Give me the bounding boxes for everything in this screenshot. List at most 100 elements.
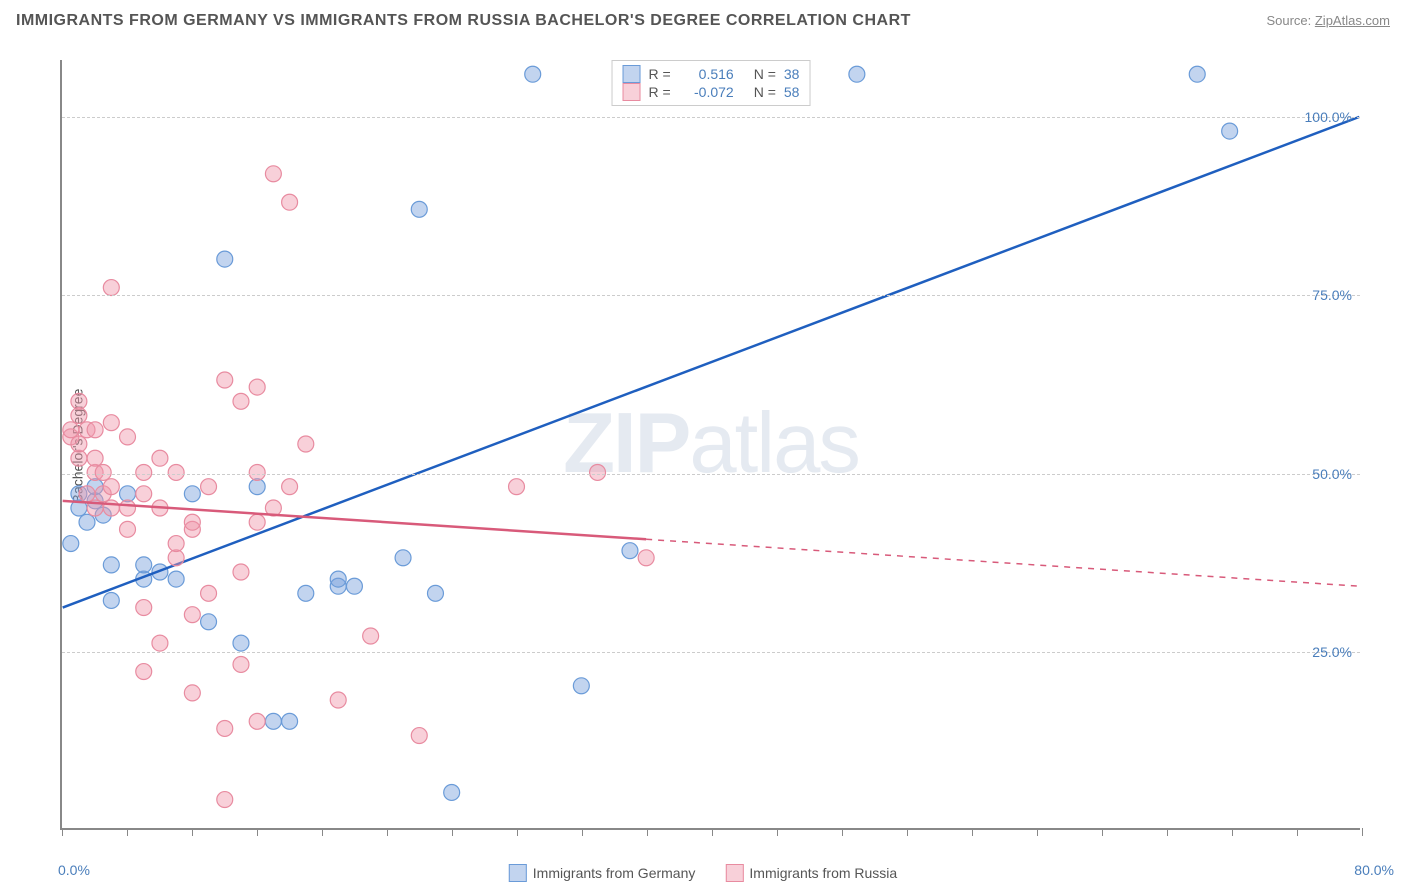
scatter-point bbox=[282, 479, 298, 495]
scatter-point bbox=[298, 436, 314, 452]
scatter-point bbox=[622, 543, 638, 559]
x-tick-0: 0.0% bbox=[58, 862, 90, 878]
x-tick bbox=[1232, 828, 1233, 836]
x-tick bbox=[907, 828, 908, 836]
scatter-point bbox=[1222, 123, 1238, 139]
x-tick bbox=[452, 828, 453, 836]
x-tick bbox=[1102, 828, 1103, 836]
r-label: R = bbox=[649, 84, 671, 100]
scatter-point bbox=[849, 66, 865, 82]
gridline bbox=[62, 474, 1360, 475]
scatter-point bbox=[217, 720, 233, 736]
legend-label: Immigrants from Germany bbox=[533, 865, 696, 881]
n-label: N = bbox=[754, 66, 776, 82]
scatter-point bbox=[249, 379, 265, 395]
scatter-point bbox=[249, 713, 265, 729]
gridline bbox=[62, 652, 1360, 653]
scatter-point bbox=[444, 784, 460, 800]
chart-plot-area: ZIPatlas R = 0.516 N = 38 R = -0.072 N =… bbox=[60, 60, 1360, 830]
x-tick bbox=[62, 828, 63, 836]
source-attribution: Source: ZipAtlas.com bbox=[1266, 13, 1390, 28]
scatter-point bbox=[233, 393, 249, 409]
scatter-point bbox=[184, 685, 200, 701]
x-tick bbox=[582, 828, 583, 836]
scatter-point bbox=[71, 408, 87, 424]
scatter-point bbox=[71, 436, 87, 452]
scatter-point bbox=[184, 514, 200, 530]
scatter-point bbox=[184, 486, 200, 502]
regression-line-dashed bbox=[646, 539, 1359, 586]
scatter-point bbox=[120, 521, 136, 537]
scatter-point bbox=[79, 486, 95, 502]
scatter-point bbox=[411, 201, 427, 217]
scatter-point bbox=[330, 571, 346, 587]
x-tick bbox=[1037, 828, 1038, 836]
x-tick bbox=[127, 828, 128, 836]
correlation-legend: R = 0.516 N = 38 R = -0.072 N = 58 bbox=[612, 60, 811, 106]
legend-item: Immigrants from Germany bbox=[509, 864, 696, 882]
legend-swatch bbox=[623, 83, 641, 101]
x-tick bbox=[1362, 828, 1363, 836]
scatter-point bbox=[136, 600, 152, 616]
scatter-point bbox=[95, 464, 111, 480]
scatter-point bbox=[330, 692, 346, 708]
x-tick bbox=[647, 828, 648, 836]
x-tick bbox=[322, 828, 323, 836]
scatter-point bbox=[282, 713, 298, 729]
scatter-point bbox=[265, 713, 281, 729]
x-tick bbox=[1297, 828, 1298, 836]
scatter-point bbox=[395, 550, 411, 566]
legend-swatch bbox=[725, 864, 743, 882]
scatter-plot bbox=[62, 60, 1360, 828]
legend-item: Immigrants from Russia bbox=[725, 864, 897, 882]
scatter-point bbox=[103, 592, 119, 608]
legend-row: R = -0.072 N = 58 bbox=[623, 83, 800, 101]
scatter-point bbox=[411, 728, 427, 744]
scatter-point bbox=[168, 464, 184, 480]
scatter-point bbox=[168, 536, 184, 552]
scatter-point bbox=[346, 578, 362, 594]
y-tick-label: 75.0% bbox=[1312, 287, 1352, 303]
scatter-point bbox=[103, 557, 119, 573]
scatter-point bbox=[71, 393, 87, 409]
scatter-point bbox=[136, 464, 152, 480]
scatter-point bbox=[201, 479, 217, 495]
scatter-point bbox=[152, 450, 168, 466]
n-label: N = bbox=[754, 84, 776, 100]
n-value: 38 bbox=[784, 66, 800, 82]
legend-swatch bbox=[623, 65, 641, 83]
x-tick bbox=[257, 828, 258, 836]
scatter-point bbox=[79, 514, 95, 530]
scatter-point bbox=[87, 422, 103, 438]
scatter-point bbox=[63, 422, 79, 438]
series-legend: Immigrants from Germany Immigrants from … bbox=[509, 864, 897, 882]
scatter-point bbox=[120, 486, 136, 502]
scatter-point bbox=[233, 635, 249, 651]
scatter-point bbox=[103, 415, 119, 431]
n-value: 58 bbox=[784, 84, 800, 100]
scatter-point bbox=[71, 450, 87, 466]
scatter-point bbox=[103, 280, 119, 296]
scatter-point bbox=[136, 557, 152, 573]
scatter-point bbox=[249, 479, 265, 495]
gridline bbox=[62, 117, 1360, 118]
scatter-point bbox=[298, 585, 314, 601]
scatter-point bbox=[1189, 66, 1205, 82]
scatter-point bbox=[217, 251, 233, 267]
source-link[interactable]: ZipAtlas.com bbox=[1315, 13, 1390, 28]
scatter-point bbox=[363, 628, 379, 644]
x-tick bbox=[1167, 828, 1168, 836]
scatter-point bbox=[233, 656, 249, 672]
legend-swatch bbox=[509, 864, 527, 882]
x-tick bbox=[842, 828, 843, 836]
scatter-point bbox=[87, 450, 103, 466]
scatter-point bbox=[573, 678, 589, 694]
scatter-point bbox=[136, 486, 152, 502]
r-label: R = bbox=[649, 66, 671, 82]
scatter-point bbox=[168, 571, 184, 587]
x-tick bbox=[387, 828, 388, 836]
x-tick bbox=[712, 828, 713, 836]
regression-line bbox=[63, 117, 1360, 608]
scatter-point bbox=[249, 464, 265, 480]
scatter-point bbox=[249, 514, 265, 530]
